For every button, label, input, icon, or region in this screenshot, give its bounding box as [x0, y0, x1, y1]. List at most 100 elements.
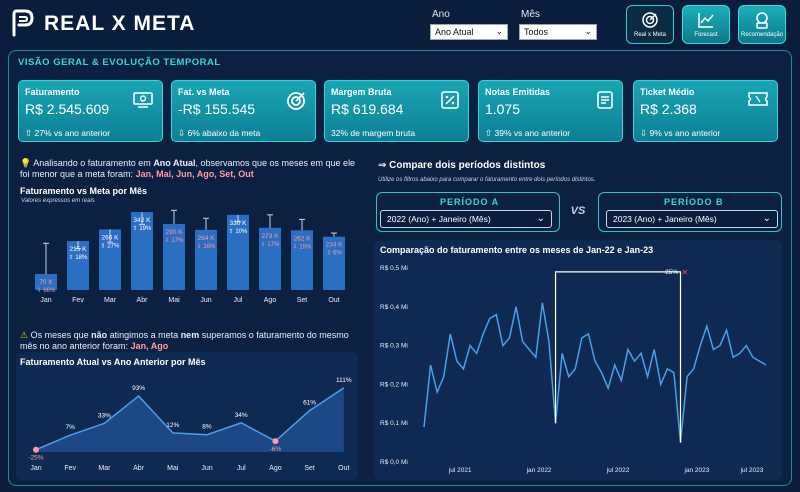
- insight-text: , observamos que os meses em que ele foi…: [20, 158, 356, 179]
- bar-value-label: 290 K: [166, 229, 184, 236]
- kpi-value: R$ 2.545.609: [25, 101, 110, 117]
- x-tick-label: jul 2023: [740, 467, 764, 474]
- line-chart-title: Comparação do faturamento entre os meses…: [380, 245, 654, 255]
- ano-filter-label: Ano: [432, 9, 450, 20]
- nav-forecast-button[interactable]: Forecast: [682, 5, 730, 44]
- kpi-fat-vs-meta-card: Fat. vs Meta -R$ 155.545 ⇩ 6% abaixo da …: [171, 80, 316, 142]
- bar: [67, 241, 89, 290]
- period-a-value: 2022 (Ano) + Janeiro (Mês): [387, 214, 491, 224]
- bar-pct-label: ⇩ 16%: [197, 243, 216, 250]
- y-tick-label: R$ 0,2 Mi: [380, 381, 408, 388]
- bar: [195, 229, 217, 290]
- area-value-label: 34%: [235, 412, 248, 419]
- insight-highlight: Jan, Mai, Jun, Ago, Set, Out: [135, 169, 254, 179]
- x-tick-label: Out: [328, 297, 339, 304]
- bar-chart-title: Faturamento vs Meta por Mês: [20, 186, 148, 196]
- vs-badge: VS: [570, 205, 586, 217]
- area-value-label: 93%: [132, 385, 145, 392]
- insight-bold: Ano Atual: [153, 158, 196, 168]
- kpi-title: Margem Bruta: [331, 87, 392, 97]
- x-tick-label: Jun: [201, 465, 212, 472]
- bar-pct-label: ⇩ 17%: [261, 241, 280, 248]
- area-fill: [36, 387, 344, 452]
- insight-text: Os meses que: [30, 330, 92, 340]
- area-chart-title: Faturamento Atual vs Ano Anterior por Mê…: [20, 357, 206, 367]
- x-tick-label: Mar: [104, 297, 117, 304]
- bar-value-label: 234 K: [326, 242, 344, 249]
- period-a-label: PERÍODO A: [440, 197, 500, 207]
- document-icon: [597, 91, 613, 109]
- y-tick-label: R$ 0,5 Mi: [380, 265, 408, 272]
- kpi-sub: 32% de margem bruta: [331, 128, 416, 138]
- bar-value-label: 342 K: [134, 217, 152, 224]
- kpi-faturamento-card: Faturamento R$ 2.545.609 ⇧ 27% vs ano an…: [18, 80, 163, 142]
- header: REAL X META Ano Ano Atual ⌄ Mês Todos ⌄ …: [0, 0, 800, 48]
- insight-text: superamos o faturamento do mesmo mês no …: [20, 330, 349, 351]
- bar-pct-label: ⇩ 6%: [326, 250, 342, 257]
- chevron-down-icon: ⌄: [584, 26, 592, 36]
- y-tick-label: R$ 0,4 Mi: [380, 304, 408, 311]
- x-tick-label: Ago: [264, 297, 277, 304]
- kpi-title: Faturamento: [25, 87, 80, 97]
- insight-bold: nem: [180, 330, 200, 340]
- x-tick-label: Jan: [30, 465, 41, 472]
- area-chart: -25% Jan 7% Fev 33% Mar 93% Abr 12% Mai 8% Jun 34% Ju…: [28, 377, 351, 472]
- bar-pct-label: ⇩ 66%: [37, 287, 56, 294]
- app-title: REAL X META: [44, 12, 196, 35]
- area-value-label: -25%: [28, 455, 43, 462]
- kpi-margem-bruta-card: Margem Bruta R$ 619.684 32% de margem br…: [324, 80, 469, 142]
- bar-pct-label: ⇧ 19%: [133, 225, 152, 232]
- area-value-label: 8%: [202, 424, 212, 431]
- nav-label: Recomendação: [740, 32, 784, 38]
- kpi-title: Ticket Médio: [640, 87, 695, 97]
- bar-value-label: 264 K: [198, 235, 216, 242]
- area-value-label: 12%: [166, 422, 179, 429]
- target-icon: [642, 12, 658, 28]
- ano-filter-select[interactable]: Ano Atual ⌄: [430, 24, 508, 40]
- period-b-label: PERÍODO B: [664, 197, 724, 207]
- kpi-title: Notas Emitidas: [485, 87, 551, 97]
- nav-label: Real x Meta: [633, 32, 666, 38]
- bar-value-label: 215 K: [70, 246, 88, 253]
- kpi-title: Fat. vs Meta: [178, 87, 230, 97]
- negative-marker: [272, 438, 279, 445]
- period-a-select[interactable]: 2022 (Ano) + Janeiro (Mês) ⌄: [380, 210, 552, 228]
- bar-pct-label: ⇧ 18%: [69, 254, 88, 261]
- bar-value-label: 330 K: [230, 220, 248, 227]
- kpi-value: R$ 2.368: [640, 101, 697, 117]
- x-tick-label: Set: [297, 297, 308, 304]
- x-tick-label: jan 2023: [683, 467, 709, 474]
- chevron-down-icon: ⌄: [536, 213, 545, 224]
- x-tick-label: Fev: [72, 297, 84, 304]
- x-tick-label: Abr: [137, 297, 149, 304]
- bar-value-label: 70 K: [39, 279, 53, 286]
- nav-recomendacao-button[interactable]: Recomendação: [738, 5, 786, 44]
- nav-label: Forecast: [694, 32, 718, 38]
- bar-value-label: 266 K: [102, 234, 120, 241]
- y-tick-label: R$ 0,0 Mi: [380, 459, 408, 466]
- area-value-label: 33%: [98, 412, 111, 419]
- bar: [323, 236, 345, 290]
- nav-real-x-meta-button[interactable]: Real x Meta: [626, 5, 674, 44]
- period-b-value: 2023 (Ano) + Janeiro (Mês): [613, 214, 717, 224]
- bar-value-label: 273 K: [262, 233, 280, 240]
- comparison-label: -25%: [663, 269, 678, 276]
- x-tick-label: Jun: [200, 297, 211, 304]
- lightbulb-icon: 💡: [20, 158, 32, 168]
- bar-chart: 70 K⇩ 66% Jan 215 K⇧ 18% Fev 266 K⇧ 27% Mar 34…: [35, 209, 345, 304]
- ano-filter-value: Ano Atual: [435, 27, 474, 37]
- mes-filter-select[interactable]: Todos ⌄: [519, 24, 597, 40]
- x-tick-label: Jan: [40, 297, 51, 304]
- mes-filter-value: Todos: [524, 27, 549, 37]
- bar-pct-label: ⇩ 17%: [165, 237, 184, 244]
- kpi-value: R$ 619.684: [331, 101, 404, 117]
- negative-marker: [33, 446, 39, 453]
- x-tick-label: jul 2022: [606, 467, 630, 474]
- logo-icon: [12, 9, 34, 37]
- bar-value-label: 262 K: [294, 235, 312, 242]
- x-tick-label: Mai: [168, 297, 180, 304]
- area-value-label: 7%: [65, 424, 75, 431]
- period-b-select[interactable]: 2023 (Ano) + Janeiro (Mês) ⌄: [606, 210, 778, 228]
- x-tick-label: Jul: [234, 297, 243, 304]
- close-icon: ✕: [682, 268, 689, 277]
